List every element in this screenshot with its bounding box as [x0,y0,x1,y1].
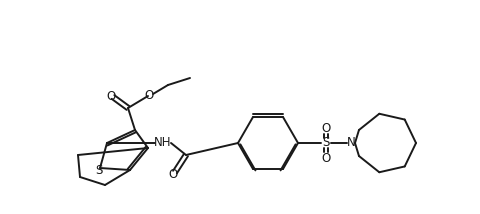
Text: O: O [322,122,331,135]
Text: O: O [168,168,178,180]
Text: O: O [322,152,331,165]
Text: S: S [322,137,330,150]
Text: N: N [347,137,355,150]
Text: O: O [107,89,116,103]
Text: O: O [144,89,154,101]
Text: NH: NH [154,135,172,149]
Text: S: S [96,163,103,177]
